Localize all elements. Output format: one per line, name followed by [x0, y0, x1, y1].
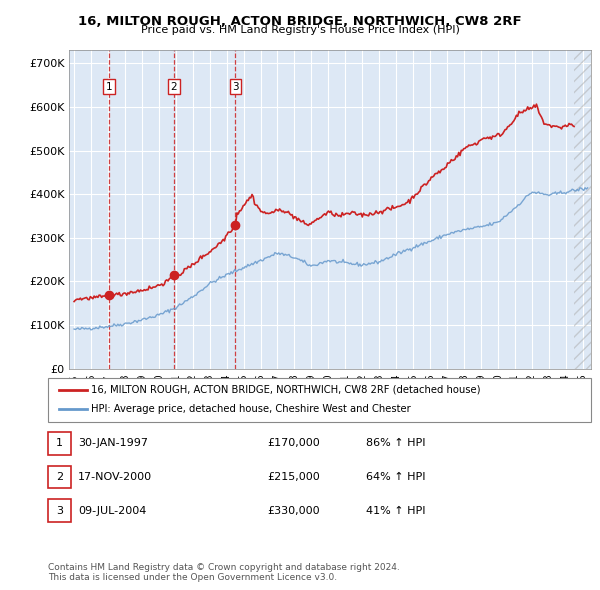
Text: £330,000: £330,000	[267, 506, 320, 516]
Text: £170,000: £170,000	[267, 438, 320, 448]
Text: 64% ↑ HPI: 64% ↑ HPI	[366, 472, 425, 482]
Text: 41% ↑ HPI: 41% ↑ HPI	[366, 506, 425, 516]
Text: 2: 2	[170, 82, 177, 92]
Text: 16, MILTON ROUGH, ACTON BRIDGE, NORTHWICH, CW8 2RF: 16, MILTON ROUGH, ACTON BRIDGE, NORTHWIC…	[78, 15, 522, 28]
Text: Contains HM Land Registry data © Crown copyright and database right 2024.
This d: Contains HM Land Registry data © Crown c…	[48, 563, 400, 582]
Text: 1: 1	[56, 438, 63, 448]
Text: 16, MILTON ROUGH, ACTON BRIDGE, NORTHWICH, CW8 2RF (detached house): 16, MILTON ROUGH, ACTON BRIDGE, NORTHWIC…	[91, 385, 481, 395]
Text: 86% ↑ HPI: 86% ↑ HPI	[366, 438, 425, 448]
Text: Price paid vs. HM Land Registry's House Price Index (HPI): Price paid vs. HM Land Registry's House …	[140, 25, 460, 35]
Text: 17-NOV-2000: 17-NOV-2000	[78, 472, 152, 482]
Text: 1: 1	[106, 82, 113, 92]
Text: 3: 3	[232, 82, 239, 92]
Text: HPI: Average price, detached house, Cheshire West and Chester: HPI: Average price, detached house, Ches…	[91, 405, 411, 414]
Text: 09-JUL-2004: 09-JUL-2004	[78, 506, 146, 516]
Text: 3: 3	[56, 506, 63, 516]
Text: £215,000: £215,000	[267, 472, 320, 482]
Text: 30-JAN-1997: 30-JAN-1997	[78, 438, 148, 448]
Text: 2: 2	[56, 472, 63, 482]
Bar	[574, 50, 591, 369]
